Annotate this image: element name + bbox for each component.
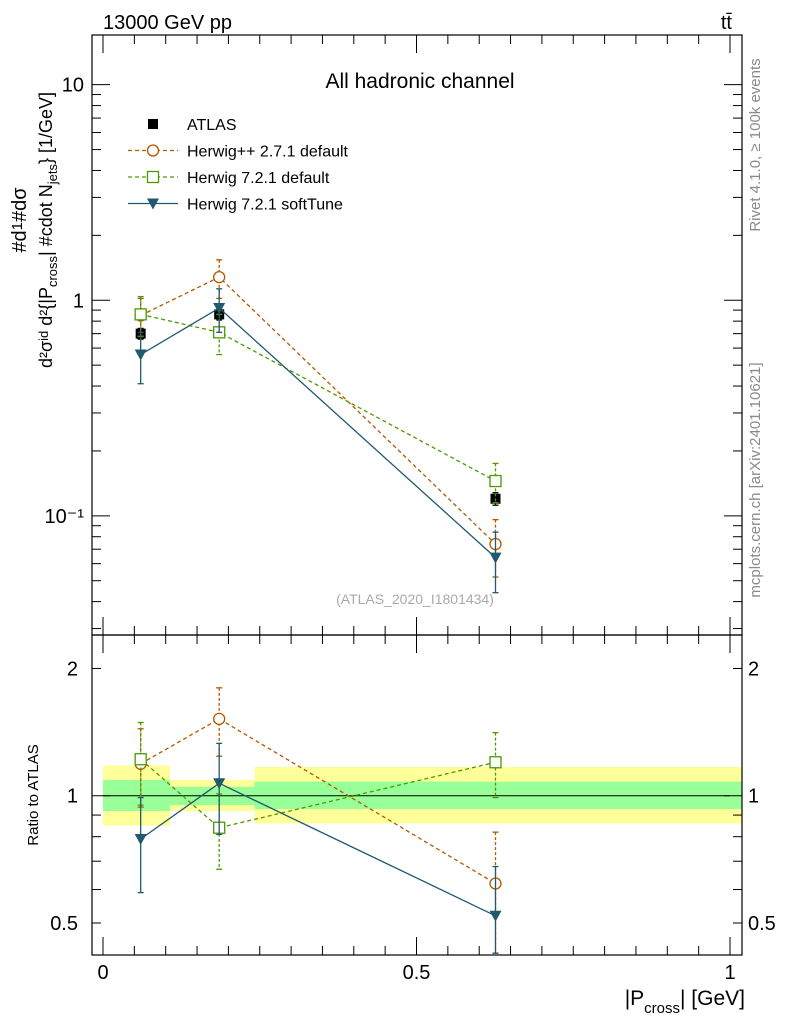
mcplots-label: mcplots.cern.ch [arXiv:2401.10621] — [747, 362, 764, 597]
legend-marker-herwig721 — [146, 170, 160, 184]
process-label: tt̄ — [721, 12, 733, 34]
legend-marker-softtune — [147, 198, 159, 210]
ratio-ytick-label-right: 0.5 — [748, 913, 776, 935]
ylabel-part-h: cross — [45, 255, 60, 287]
main-ylabel-fraction: d²σid d²{|Pcross| #cdot Njets} [1/GeV] — [36, 92, 60, 368]
main-point-softtune — [213, 303, 226, 315]
legend-label-herwigpp: Herwig++ 2.7.1 default — [187, 144, 349, 161]
ratio-point-herwig721 — [134, 753, 147, 766]
legend-marker-atlas — [148, 119, 158, 129]
ratio-ytick-label-left: 0.5 — [50, 913, 78, 935]
ratio-ytick-label-right: 1 — [748, 786, 759, 808]
xlabel-part-c: | [GeV] — [680, 987, 745, 1010]
xtick-label: 0 — [97, 962, 108, 984]
ylabel-part-j: jets — [45, 164, 60, 186]
xtick-label: 1 — [724, 962, 735, 984]
ylabel-part-g: d²{|P — [36, 287, 56, 326]
main-point-herwig721 — [134, 308, 147, 321]
main-ytick-label: 10⁻¹ — [45, 506, 85, 528]
rivet-label: Rivet 4.1.0, ≥ 100k events — [747, 58, 764, 231]
ylabel-part-c: #d — [9, 200, 31, 222]
main-point-herwig721 — [489, 474, 502, 488]
ratio-ylabel: Ratio to ATLAS — [25, 744, 42, 845]
ylabel-part-d: σ — [9, 187, 31, 200]
main-ytick-label: 10 — [62, 75, 84, 97]
main-line-herwigpp — [140, 276, 496, 545]
main-point-softtune — [489, 552, 502, 564]
analysis-watermark: (ATLAS_2020_I1801434) — [336, 591, 494, 607]
main-line-softtune — [140, 307, 496, 559]
energy-label: 13000 GeV pp — [103, 12, 232, 34]
ratio-point-softtune — [489, 910, 502, 922]
xtick-label: 0.5 — [403, 962, 431, 984]
legend-marker-herwigpp — [146, 144, 160, 157]
main-ytick-label: 1 — [73, 290, 84, 312]
xlabel-part-a: |P — [625, 987, 644, 1010]
ylabel-part-f: id — [36, 331, 51, 341]
legend-label-herwig721: Herwig 7.2.1 default — [187, 170, 330, 187]
ratio-ytick-label-right: 2 — [748, 658, 759, 680]
ylabel-part-a: #d — [9, 230, 31, 252]
ratio-line-herwigpp — [140, 718, 496, 885]
legend-label-atlas: ATLAS — [187, 117, 237, 134]
ylabel-part-k: } [1/GeV] — [36, 92, 56, 164]
ratio-point-softtune — [134, 834, 147, 846]
main-point-herwigpp — [213, 270, 226, 284]
chart-title: All hadronic channel — [325, 70, 514, 93]
ratio-point-herwigpp — [213, 712, 226, 726]
ylabel-part-e: d²σ — [36, 341, 56, 368]
legend-label-softtune: Herwig 7.2.1 softTune — [187, 197, 343, 214]
ylabel-part-i: | #cdot N — [36, 184, 56, 256]
ratio-ytick-label-left: 1 — [67, 786, 78, 808]
x-axis-label: |Pcross| [GeV] — [625, 987, 745, 1017]
main-ylabel: #d1#dσ — [9, 187, 31, 253]
ratio-point-softtune — [213, 778, 226, 790]
main-point-softtune — [134, 349, 147, 361]
ratio-point-herwig721 — [489, 756, 502, 769]
ylabel-part-b: 1 — [9, 222, 26, 230]
ratio-ytick-label-left: 2 — [67, 658, 78, 680]
xlabel-part-b: cross — [644, 1000, 680, 1017]
